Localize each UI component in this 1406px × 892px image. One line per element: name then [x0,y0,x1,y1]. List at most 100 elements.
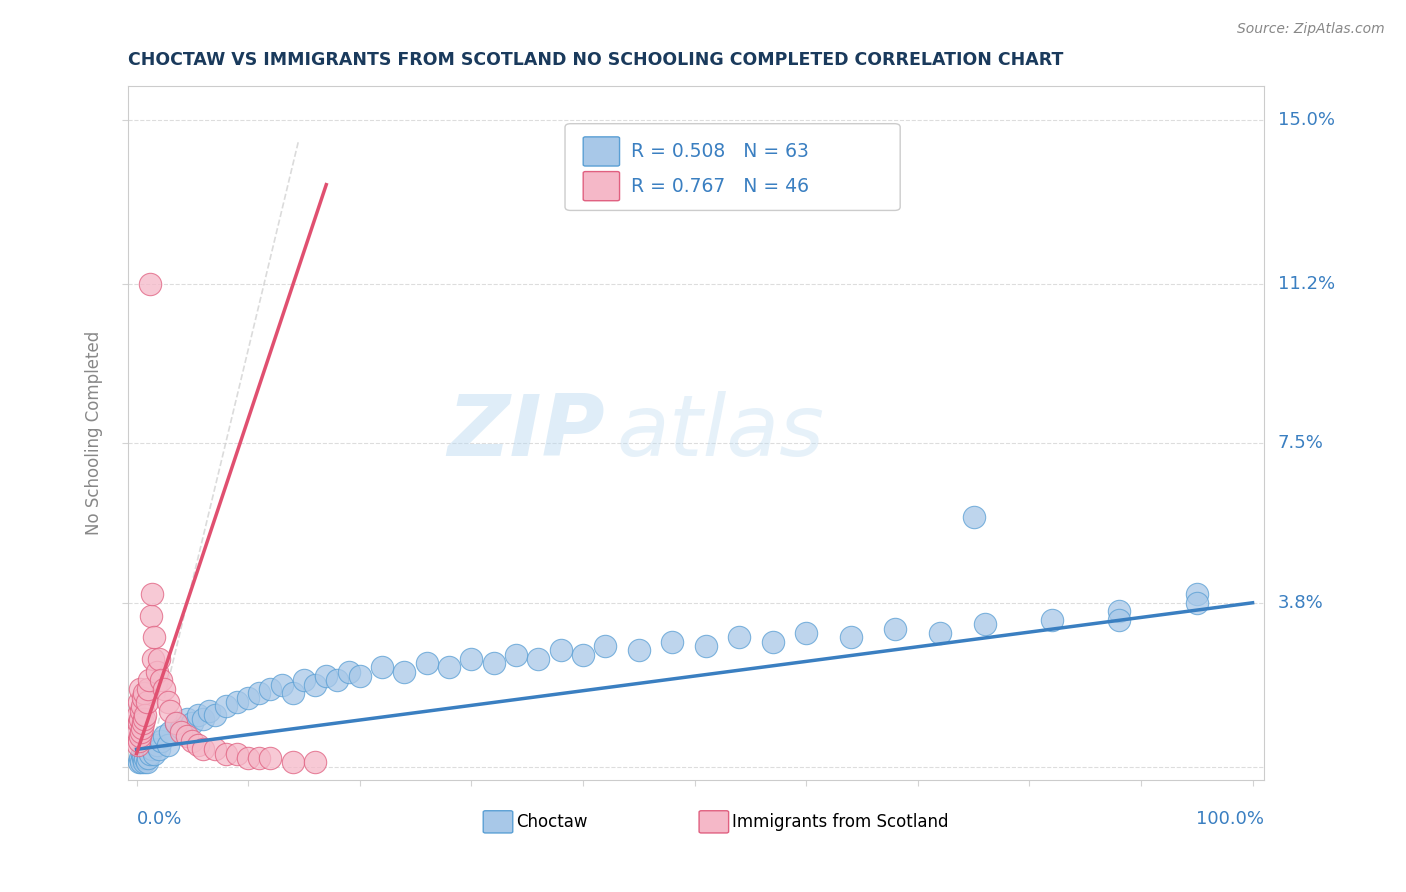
Point [128,712,150,726]
Point [215,699,238,714]
Point [127,707,149,722]
Point [156,695,179,709]
Point [132,690,155,705]
Point [349,669,371,683]
Point [215,747,238,761]
Point [150,733,173,747]
Point [187,738,209,752]
Point [839,630,862,644]
Point [259,751,281,765]
Point [572,648,595,662]
Point [170,725,193,739]
Point [415,656,437,670]
Point [326,673,349,688]
Point [193,742,215,756]
Point [181,733,204,747]
Point [304,756,326,770]
Point [131,699,153,714]
Text: 3.8%: 3.8% [1278,594,1323,612]
Text: Immigrants from Scotland: Immigrants from Scotland [733,813,949,830]
Point [165,716,187,731]
Point [134,686,156,700]
Point [145,665,167,679]
Point [127,738,149,752]
Point [281,686,304,700]
Point [145,738,167,752]
Point [165,716,187,731]
Point [627,643,650,657]
Point [505,648,527,662]
Point [204,742,226,756]
Point [139,747,162,761]
Point [176,730,198,744]
Point [134,751,156,765]
FancyBboxPatch shape [583,136,620,166]
Point [128,716,150,731]
Point [159,725,181,739]
Text: 100.0%: 100.0% [1195,810,1264,828]
Point [128,695,150,709]
Point [143,630,166,644]
Point [153,730,176,744]
Point [270,678,292,692]
Point [929,626,952,640]
Point [247,686,270,700]
Point [1185,596,1208,610]
Point [150,673,173,688]
Point [337,665,360,679]
Point [153,681,176,696]
Point [695,639,717,653]
Point [128,733,150,747]
Point [141,587,163,601]
Point [226,747,249,761]
Point [292,673,315,688]
Point [135,756,157,770]
FancyBboxPatch shape [484,811,513,833]
Point [141,742,163,756]
Point [156,738,179,752]
Point [315,669,337,683]
Point [236,751,259,765]
Point [127,725,149,739]
Point [593,639,616,653]
Text: atlas: atlas [616,391,824,474]
Point [170,721,193,735]
Point [131,721,153,735]
Point [371,660,394,674]
Point [794,626,817,640]
Point [281,756,304,770]
Point [138,673,160,688]
Text: 0.0%: 0.0% [136,810,181,828]
Point [1108,604,1130,618]
Point [762,634,785,648]
Point [129,704,152,718]
Point [962,509,984,524]
Point [884,622,907,636]
Point [134,756,156,770]
Point [134,707,156,722]
Point [135,695,157,709]
Point [139,608,162,623]
Point [204,707,226,722]
Point [1185,587,1208,601]
Point [394,665,416,679]
Point [236,690,259,705]
Text: Source: ZipAtlas.com: Source: ZipAtlas.com [1237,22,1385,37]
Point [148,742,170,756]
Point [527,652,550,666]
Point [136,751,159,765]
Text: Choctaw: Choctaw [516,813,588,830]
Point [304,678,326,692]
Text: R = 0.767   N = 46: R = 0.767 N = 46 [631,177,808,195]
FancyBboxPatch shape [565,124,900,211]
Point [482,656,505,670]
FancyBboxPatch shape [699,811,728,833]
Point [136,681,159,696]
Point [728,630,751,644]
Point [437,660,460,674]
Point [132,716,155,731]
Point [259,681,281,696]
Point [131,747,153,761]
Point [132,751,155,765]
Point [128,751,150,765]
